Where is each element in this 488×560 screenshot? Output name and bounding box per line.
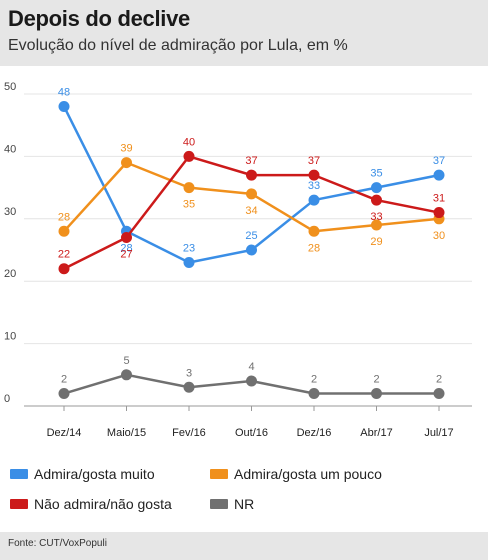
legend-item-admira-pouco: Admira/gosta um pouco: [210, 464, 382, 484]
data-label-2-6: 31: [433, 193, 445, 205]
source-note: Fonte: CUT/VoxPopuli: [8, 538, 107, 549]
data-point-1-4: [308, 225, 320, 237]
legend-label-admira-muito: Admira/gosta muito: [34, 466, 155, 482]
legend-item-admira-muito: Admira/gosta muito: [10, 464, 155, 484]
data-point-0-3: [246, 244, 257, 256]
data-label-2-1: 27: [120, 249, 132, 261]
chart-footer: Fonte: CUT/VoxPopuli: [0, 532, 488, 560]
data-label-3-6: 2: [436, 374, 442, 386]
data-label-0-4: 33: [308, 180, 320, 192]
data-point-1-0: [58, 225, 70, 237]
chart-legend: Admira/gosta muito Admira/gosta um pouco…: [0, 458, 488, 528]
data-point-3-6: [433, 388, 445, 400]
data-label-2-4: 37: [308, 155, 320, 167]
data-point-0-4: [308, 194, 320, 206]
data-point-1-1: [121, 157, 132, 169]
data-label-3-1: 5: [123, 355, 129, 367]
data-point-2-5: [371, 194, 382, 206]
legend-item-nr: NR: [210, 494, 254, 514]
data-label-0-2: 23: [183, 242, 195, 254]
data-label-1-2: 35: [183, 199, 195, 211]
data-label-3-3: 4: [248, 361, 254, 373]
y-tick-label-40: 40: [4, 143, 16, 155]
data-point-2-1: [121, 232, 132, 244]
legend-label-nao-admira: Não admira/não gosta: [34, 496, 172, 512]
data-label-3-0: 2: [61, 374, 67, 386]
data-point-0-0: [58, 100, 70, 112]
y-tick-label-50: 50: [4, 81, 16, 93]
data-label-2-5: 33: [370, 211, 382, 223]
data-label-3-2: 3: [186, 367, 192, 379]
data-label-0-1: 28: [120, 242, 132, 254]
line-chart: 0 10 20 30 40 50 Dez/14 Maio/15 Fev/16 Out/16 Dez/…: [4, 81, 472, 439]
data-point-3-0: [58, 388, 70, 400]
legend-item-nao-admira: Não admira/não gosta: [10, 494, 172, 514]
data-label-1-1: 39: [120, 143, 132, 155]
legend-swatch-nr: [210, 499, 228, 509]
legend-swatch-admira-muito: [10, 469, 28, 479]
data-label-2-2: 40: [183, 136, 195, 148]
data-point-1-3: [246, 188, 257, 200]
data-label-2-3: 37: [245, 155, 257, 167]
data-point-2-4: [308, 169, 320, 181]
data-label-0-5: 35: [370, 168, 382, 180]
data-point-2-0: [58, 263, 70, 275]
chart-title: Depois do declive: [8, 6, 190, 31]
data-point-3-4: [308, 388, 320, 400]
x-tick-label-6: Jul/17: [424, 427, 453, 439]
data-point-3-3: [246, 375, 257, 387]
data-point-2-6: [433, 207, 445, 219]
data-label-3-4: 2: [311, 374, 317, 386]
y-tick-label-30: 30: [4, 206, 16, 218]
data-label-1-4: 28: [308, 242, 320, 254]
data-label-3-5: 2: [373, 374, 379, 386]
x-tick-label-0: Dez/14: [47, 427, 82, 439]
data-label-0-3: 25: [245, 230, 257, 242]
data-point-3-1: [121, 369, 132, 381]
data-label-1-5: 29: [370, 236, 382, 248]
x-tick-label-4: Dez/16: [297, 427, 332, 439]
data-point-0-5: [371, 182, 382, 194]
x-tick-label-5: Abr/17: [360, 427, 392, 439]
data-point-3-2: [183, 381, 195, 393]
data-label-1-3: 34: [245, 205, 257, 217]
legend-swatch-admira-pouco: [210, 469, 228, 479]
data-label-1-6: 30: [433, 230, 445, 242]
chart-header: Depois do declive Evolução do nível de a…: [0, 0, 488, 66]
data-point-0-2: [183, 256, 195, 268]
legend-label-admira-pouco: Admira/gosta um pouco: [234, 466, 382, 482]
legend-swatch-nao-admira: [10, 499, 28, 509]
data-label-2-0: 22: [58, 249, 70, 261]
y-tick-label-0: 0: [4, 393, 10, 405]
chart-subtitle: Evolução do nível de admiração por Lula,…: [8, 37, 348, 54]
x-tick-label-1: Maio/15: [107, 427, 146, 439]
data-point-2-3: [246, 169, 257, 181]
x-tick-label-2: Fev/16: [172, 427, 206, 439]
y-tick-label-10: 10: [4, 331, 16, 343]
x-tick-label-3: Out/16: [235, 427, 268, 439]
data-point-3-5: [371, 388, 382, 400]
data-point-2-2: [183, 150, 195, 162]
y-tick-label-20: 20: [4, 268, 16, 280]
data-point-1-2: [183, 182, 195, 194]
data-point-0-6: [433, 169, 445, 181]
legend-label-nr: NR: [234, 496, 255, 512]
data-label-0-6: 37: [433, 155, 445, 167]
data-label-0-0: 48: [58, 86, 70, 98]
data-label-1-0: 28: [58, 211, 70, 223]
data-point-1-5: [371, 219, 382, 231]
